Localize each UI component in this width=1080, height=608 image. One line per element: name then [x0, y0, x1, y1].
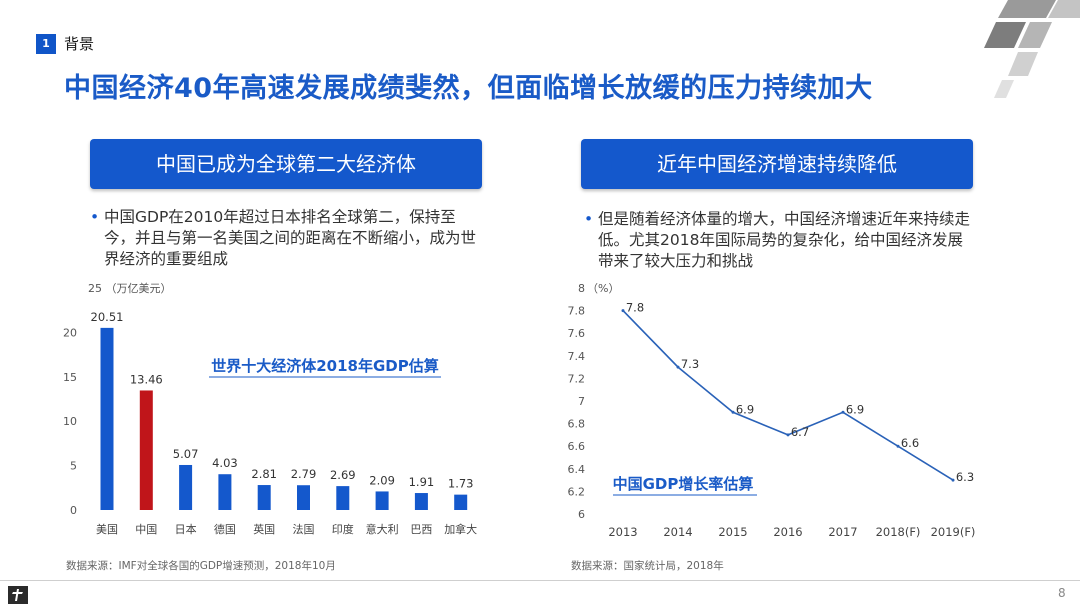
line-unit-text: （%）	[587, 282, 619, 295]
line-chart-title: 中国GDP增长率估算	[613, 475, 754, 493]
bar-category-label: 法国	[293, 522, 315, 536]
bar-德国	[218, 474, 232, 510]
line-value-label: 6.3	[956, 470, 974, 484]
line-point-2017	[841, 410, 845, 414]
line-y-top-label: 8	[578, 282, 585, 295]
bar-value-label: 2.69	[330, 468, 356, 482]
bar-chart-title: 世界十大经济体2018年GDP估算	[211, 357, 439, 375]
bar-value-label: 5.07	[173, 447, 199, 461]
line-y-tick-label: 6.6	[568, 440, 586, 453]
bar-category-label: 加拿大	[444, 522, 477, 536]
line-point-2015	[731, 410, 735, 414]
bar-category-label: 巴西	[410, 523, 432, 536]
bar-法国	[297, 485, 310, 510]
line-point-2013	[621, 309, 625, 313]
footer-divider	[0, 580, 1080, 581]
bar-加拿大	[454, 494, 468, 510]
right-bullet-text: 但是随着经济体量的增大，中国经济增速近年来持续走低。尤其2018年国际局势的复杂…	[598, 210, 971, 270]
page-number: 8	[1058, 586, 1066, 600]
line-y-tick-label: 7.4	[568, 350, 586, 363]
footer-logo-icon	[8, 586, 28, 604]
bar-value-label: 4.03	[212, 456, 238, 470]
bar-y-tick-label: 5	[70, 460, 77, 473]
bar-意大利	[375, 491, 389, 510]
bar-category-label: 德国	[214, 522, 236, 536]
bar-y-tick-label: 10	[63, 415, 77, 428]
gdp-growth-line	[622, 310, 954, 481]
corner-logo	[984, 0, 1080, 98]
left-source-note: 数据来源：IMF对全球各国的GDP增速预测，2018年10月	[66, 560, 336, 572]
line-point-2018(F)	[896, 444, 900, 448]
bar-category-label: 日本	[175, 522, 197, 536]
bar-value-label: 20.51	[91, 310, 124, 324]
bar-value-label: 1.73	[448, 477, 474, 491]
section-label: 背景	[64, 35, 95, 53]
bar-category-label: 英国	[253, 522, 275, 536]
line-x-tick-label: 2015	[718, 525, 747, 539]
left-bullet: • 中国GDP在2010年超过日本排名全球第二，保持至今，并且与第一名美国之间的…	[90, 207, 484, 270]
line-value-label: 6.9	[736, 402, 754, 416]
line-x-tick-label: 2013	[608, 525, 637, 539]
right-source-note: 数据来源：国家统计局，2018年	[571, 560, 724, 572]
line-y-tick-label: 6.8	[568, 418, 586, 431]
section-number: 1	[36, 34, 56, 54]
bar-中国	[139, 390, 153, 510]
bullet-dot-icon: •	[90, 208, 100, 226]
bar-美国	[100, 327, 114, 510]
line-point-2019(F)	[951, 478, 955, 482]
bar-value-label: 2.81	[251, 467, 277, 481]
gdp-bar-chart: 25 （万亿美元） 世界十大经济体2018年GDP估算 0 5 10 15 20 20.…	[63, 282, 477, 536]
bar-category-label: 中国	[135, 523, 157, 536]
line-x-tick-label: 2019(F)	[931, 525, 976, 539]
line-y-tick-label: 7.2	[568, 372, 586, 385]
bar-category-label: 印度	[332, 522, 354, 536]
line-y-tick-label: 6.4	[568, 463, 586, 476]
right-bullet: • 但是随着经济体量的增大，中国经济增速近年来持续走低。尤其2018年国际局势的…	[584, 209, 978, 272]
line-point-2014	[676, 365, 680, 369]
bar-日本	[179, 464, 193, 510]
bullet-dot-icon: •	[584, 210, 594, 228]
line-ylabel: 8 （%）	[578, 282, 619, 295]
bar-value-label: 1.91	[409, 475, 435, 489]
gdp-growth-line-chart: 8 （%） 中国GDP增长率估算 6 6.2 6.4 6.6 6.8 7 7.2 7.4 7.6 7…	[568, 282, 976, 539]
bar-value-label: 13.46	[130, 372, 163, 386]
line-x-tick-label: 2017	[828, 525, 857, 539]
left-bullet-text: 中国GDP在2010年超过日本排名全球第二，保持至今，并且与第一名美国之间的距离…	[104, 208, 477, 268]
bar-英国	[257, 485, 271, 510]
left-banner: 中国已成为全球第二大经济体	[90, 139, 482, 189]
line-y-tick-label: 6	[578, 508, 585, 521]
line-y-tick-label: 7.8	[568, 305, 586, 318]
line-x-tick-label: 2018(F)	[876, 525, 921, 539]
line-x-tick-label: 2016	[773, 525, 802, 539]
line-value-label: 6.7	[791, 425, 809, 439]
bar-巴西	[414, 493, 428, 510]
line-point-2016	[786, 433, 790, 437]
bar-y-tick-label: 0	[70, 504, 77, 517]
line-value-label: 7.8	[626, 301, 644, 315]
line-value-label: 6.6	[901, 436, 919, 450]
bar-y-tick-label: 15	[63, 371, 77, 384]
line-value-label: 7.3	[681, 357, 699, 371]
line-y-tick-label: 7.6	[568, 327, 586, 340]
bar-value-label: 2.09	[369, 473, 395, 487]
bar-印度	[336, 486, 350, 510]
line-y-tick-label: 7	[578, 395, 585, 408]
line-x-tick-label: 2014	[663, 525, 692, 539]
line-value-label: 6.9	[846, 402, 864, 416]
line-y-tick-label: 6.2	[568, 485, 586, 498]
bar-category-label: 美国	[96, 523, 118, 536]
bar-ylabel: 25 （万亿美元）	[88, 282, 172, 295]
bar-category-label: 意大利	[366, 522, 399, 536]
page-title: 中国经济40年高速发展成绩斐然，但面临增长放缓的压力持续加大	[64, 73, 873, 104]
bar-value-label: 2.79	[291, 467, 317, 481]
right-banner: 近年中国经济增速持续降低	[581, 139, 973, 189]
bar-y-tick-label: 20	[63, 326, 77, 339]
